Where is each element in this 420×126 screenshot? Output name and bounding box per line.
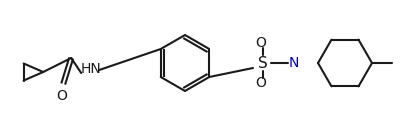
Text: O: O [255,36,266,50]
Text: N: N [289,56,299,70]
Text: HN: HN [81,62,102,76]
Text: O: O [56,89,67,103]
Text: S: S [258,55,268,71]
Text: O: O [255,76,266,90]
